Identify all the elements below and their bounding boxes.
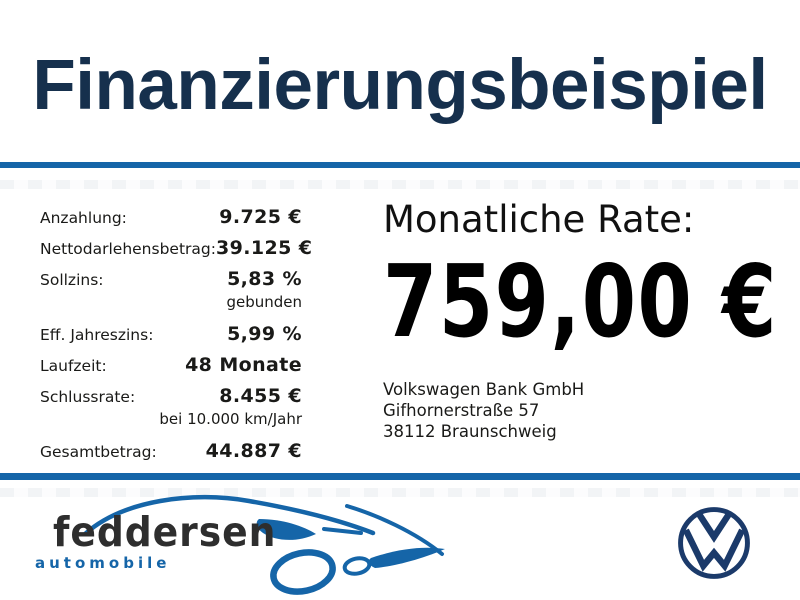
finance-value: 48 Monate <box>185 353 302 376</box>
finance-row-gesamtbetrag: Gesamtbetrag: 44.887 € <box>40 440 302 463</box>
dealer-name: feddersen <box>53 508 277 556</box>
finance-row-sollzins: Sollzins: 5,83 % <box>40 267 302 291</box>
dealer-logo: feddersen automobile <box>25 488 480 600</box>
finance-label: Nettodarlehensbetrag: <box>40 239 216 258</box>
finance-value: 44.887 € <box>205 440 302 463</box>
finance-value: 9.725 € <box>219 206 302 228</box>
finance-label: Gesamtbetrag: <box>40 443 157 462</box>
bank-address: Volkswagen Bank GmbH Gifhornerstraße 57 … <box>383 380 793 443</box>
bank-street: Gifhornerstraße 57 <box>383 401 540 421</box>
bank-name: Volkswagen Bank GmbH <box>383 380 585 400</box>
finance-value: 8.455 € <box>219 384 302 407</box>
divider-bottom <box>0 473 800 480</box>
finance-label: Schlussrate: <box>40 387 136 406</box>
car-outline-icon <box>82 494 445 595</box>
finance-value: 5,83 % <box>227 267 302 290</box>
finance-row-schlussrate: Schlussrate: 8.455 € <box>40 384 302 408</box>
monthly-rate-panel: Monatliche Rate: 759,00 € Volkswagen Ban… <box>383 198 793 443</box>
finance-label: Anzahlung: <box>40 209 127 227</box>
page-title: Finanzierungsbeispiel <box>32 46 768 125</box>
rate-heading: Monatliche Rate: <box>383 198 695 241</box>
finance-row-nettodarlehensbetrag: Nettodarlehensbetrag: 39.125 € <box>40 237 312 260</box>
dealer-subtitle: automobile <box>35 554 171 572</box>
divider-top <box>0 162 800 168</box>
finance-row-laufzeit: Laufzeit: 48 Monate <box>40 353 302 377</box>
bank-city: 38112 Braunschweig <box>383 422 557 442</box>
finance-label: Eff. Jahreszins: <box>40 326 154 345</box>
finance-label: Laufzeit: <box>40 356 107 375</box>
divider-bottom-shadow <box>0 488 800 497</box>
finance-value: 5,99 % <box>227 323 302 346</box>
finance-subnote: bei 10.000 km/Jahr <box>159 409 302 428</box>
finance-row-eff-jahreszins: Eff. Jahreszins: 5,99 % <box>40 323 302 346</box>
finance-value: 39.125 € <box>215 236 313 259</box>
vw-logo-icon <box>678 507 750 579</box>
finance-details: Anzahlung: 9.725 € Nettodarlehensbetrag:… <box>40 206 312 472</box>
finance-label: Sollzins: <box>40 270 104 289</box>
rate-amount: 759,00 € <box>383 243 778 361</box>
finance-row-anzahlung: Anzahlung: 9.725 € <box>40 206 302 229</box>
divider-top-shadow <box>0 180 800 189</box>
finance-subnote: gebunden <box>226 292 302 311</box>
